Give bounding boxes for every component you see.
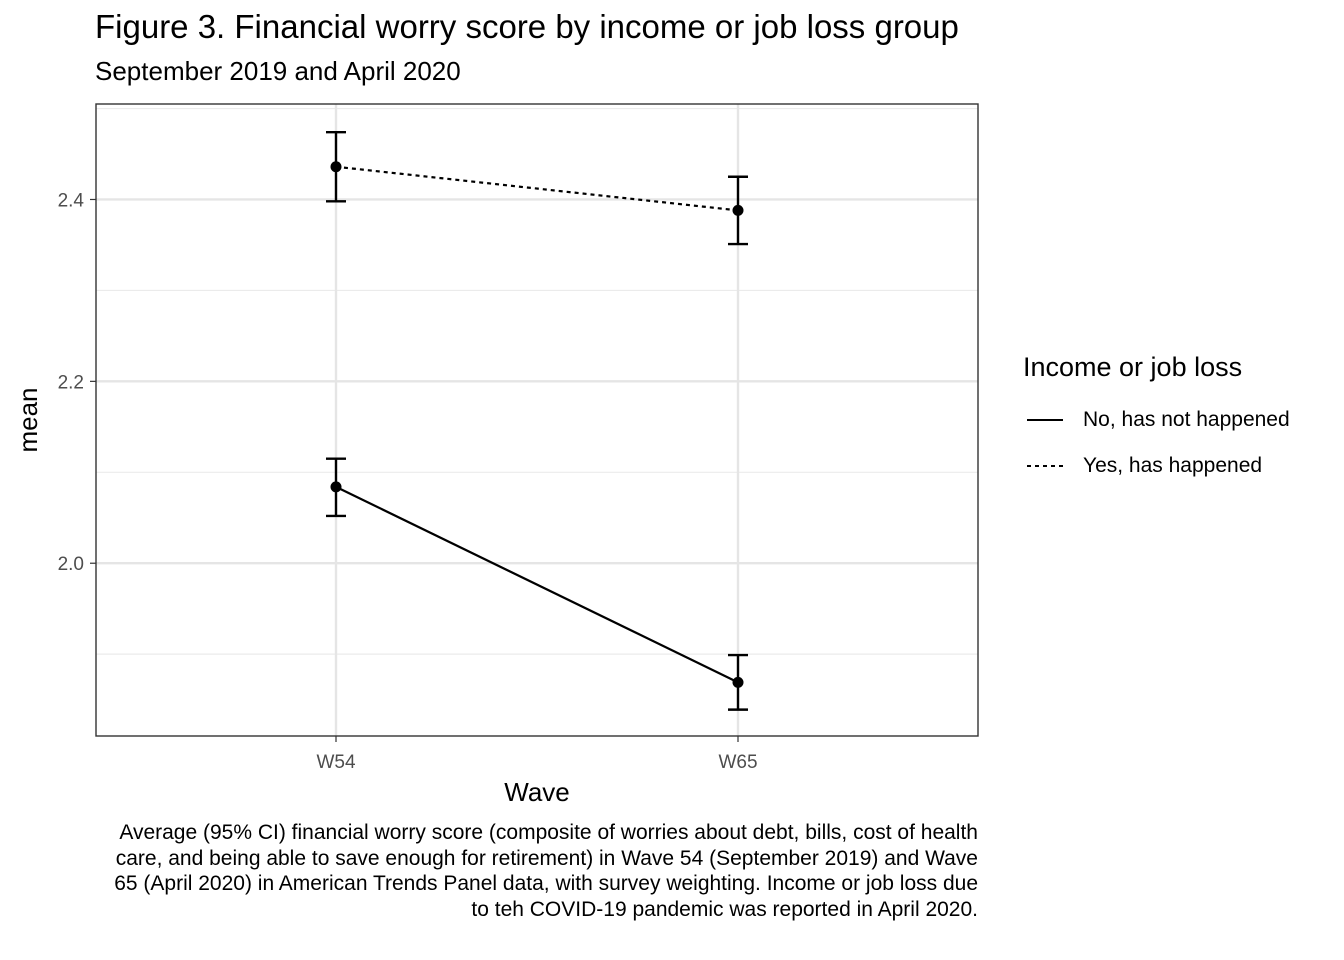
chart-title: Figure 3. Financial worry score by incom… <box>95 8 959 45</box>
data-point-1-0 <box>330 161 342 173</box>
legend-item-no: No, has not happened <box>1023 405 1290 435</box>
y-tick-label-2: 2.4 <box>58 190 85 211</box>
x-tick-label-0: W54 <box>316 752 356 773</box>
data-point-0-1 <box>732 676 744 688</box>
y-tick-label-1: 2.2 <box>58 372 84 393</box>
data-point-0-0 <box>330 481 342 493</box>
x-axis-title: Wave <box>504 777 570 807</box>
x-tick-label-1: W65 <box>718 752 757 773</box>
legend-item-yes: Yes, has happened <box>1023 451 1262 481</box>
y-axis-title: mean <box>13 387 43 452</box>
series-line-1 <box>335 165 739 212</box>
plot-panel <box>96 104 978 736</box>
legend-solid-line-key <box>1027 419 1063 421</box>
chart-caption: Average (95% CI) financial worry score (… <box>114 821 978 921</box>
legend-dotted-line-key <box>1027 465 1063 467</box>
legend-label-no: No, has not happened <box>1083 408 1290 431</box>
y-tick-label-0: 2.0 <box>58 554 84 575</box>
chart-subtitle: September 2019 and April 2020 <box>95 56 461 86</box>
legend-label-yes: Yes, has happened <box>1083 454 1263 477</box>
series-line-0 <box>335 485 739 684</box>
plot-border <box>95 103 979 737</box>
legend-title: Income or job loss <box>1023 352 1243 382</box>
data-point-1-1 <box>732 204 744 216</box>
